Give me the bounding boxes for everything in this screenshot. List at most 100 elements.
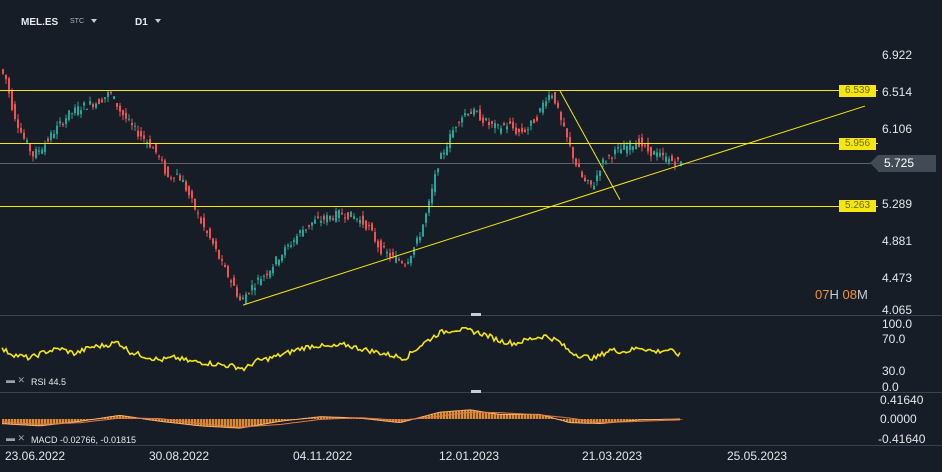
macd-histogram-bar (506, 414, 509, 419)
candle-body (314, 219, 316, 224)
candle-body (461, 117, 463, 123)
candle-body (596, 175, 598, 182)
macd-histogram-bar (635, 419, 638, 421)
candle-body (473, 109, 475, 115)
candle-body (218, 249, 220, 259)
macd-histogram-bar (548, 416, 551, 419)
candle-body (29, 143, 31, 152)
candle-body (377, 240, 379, 248)
macd-histogram-bar (248, 419, 251, 427)
macd-histogram-bar (533, 414, 536, 419)
candle-body (356, 218, 358, 220)
exchange-label: STC (70, 18, 84, 25)
candle-body (326, 215, 328, 223)
candle-body (554, 92, 556, 104)
symbol-dropdown-icon[interactable] (91, 19, 97, 23)
rsi-axis-label: 100.0 (882, 317, 912, 331)
macd-histogram-bar (317, 417, 320, 419)
candle-body (83, 102, 85, 106)
candle-body (317, 216, 319, 218)
macd-histogram-bar (596, 419, 599, 424)
macd-histogram-bar (65, 419, 68, 423)
panel-resize-handle-2[interactable] (471, 390, 481, 393)
panel-resize-handle[interactable] (471, 313, 481, 316)
macd-histogram-bar (203, 419, 206, 427)
candle-body (116, 103, 118, 107)
macd-histogram-bar (482, 411, 485, 419)
candle-body (86, 108, 88, 110)
macd-histogram-bar (110, 416, 113, 419)
candle-body (185, 181, 187, 191)
macd-histogram-bar (173, 419, 176, 423)
candle-body (206, 230, 208, 233)
macd-histogram-bar (221, 419, 224, 428)
macd-histogram-bar (320, 416, 323, 419)
macd-histogram-bar (200, 419, 203, 426)
macd-histogram-bar (464, 410, 467, 419)
time-axis-label: 23.06.2022 (5, 449, 65, 463)
trendline-drawings[interactable] (242, 90, 866, 306)
candle-body (515, 127, 517, 134)
candle-body (140, 131, 142, 137)
macd-histogram-bar (560, 419, 563, 420)
candle-body (425, 213, 427, 223)
macd-histogram-bar (155, 419, 158, 421)
macd-histogram-bar (473, 410, 476, 419)
macd-histogram-bar (581, 419, 584, 423)
level-tag-5263[interactable]: 5.263 (839, 200, 876, 212)
rsi-settings-icon[interactable]: ▬ ✕ (6, 375, 26, 385)
level-tag-5956[interactable]: 5.956 (839, 138, 876, 150)
candle-body (638, 138, 640, 147)
candle-body (653, 151, 655, 155)
level-tag-6539[interactable]: 6.539 (839, 85, 876, 97)
timeframe-dropdown-icon[interactable] (155, 19, 161, 23)
macd-histogram-bar (233, 419, 236, 428)
timeframe-selector[interactable]: D1 (135, 17, 148, 28)
macd-histogram-bar (56, 419, 59, 425)
macd-histogram-bar (113, 416, 116, 419)
candle-body (359, 220, 361, 224)
macd-histogram-bar (245, 419, 248, 428)
horizontal-levels[interactable] (0, 90, 878, 207)
candle-body (572, 147, 574, 159)
candle-body (302, 229, 304, 237)
candle-body (197, 212, 199, 214)
macd-histogram-bar (629, 419, 632, 421)
candle-body (239, 296, 241, 300)
candle-body (347, 212, 349, 220)
macd-histogram-bar (575, 419, 578, 423)
macd-histogram-bar (584, 419, 587, 424)
macd-label: MACD -0.02766, -0.01815 (31, 435, 137, 445)
macd-histogram-bar (68, 419, 71, 423)
candle-body (521, 127, 523, 132)
macd-histogram-bar (227, 419, 230, 428)
candle-body (431, 188, 433, 204)
candle-body (338, 210, 340, 219)
macd-indicator (1, 409, 683, 429)
candle-body (599, 170, 601, 176)
candle-body (569, 137, 571, 146)
macd-settings-icon[interactable]: ▬ ✕ (6, 433, 26, 443)
macd-histogram-bar (269, 419, 272, 424)
candle-body (227, 266, 229, 278)
candle-body (395, 256, 397, 263)
candle-body (545, 101, 547, 107)
macd-line (1, 409, 681, 429)
candle-body (92, 104, 94, 108)
macd-histogram-bar (509, 414, 512, 419)
macd-histogram-bar (206, 419, 209, 427)
price-axis-label: 6.922 (882, 48, 912, 62)
macd-histogram-bar (77, 419, 80, 422)
candle-body (479, 109, 481, 121)
macd-histogram-bar (239, 419, 242, 429)
candle-body (113, 96, 115, 99)
candle-body (215, 240, 217, 249)
candle-body (566, 128, 568, 138)
symbol-selector[interactable]: MEL.ES (21, 17, 59, 28)
candle-body (590, 180, 592, 185)
candle-body (20, 127, 22, 133)
macd-histogram-bar (17, 419, 20, 425)
candle-body (134, 125, 136, 127)
macd-histogram-bar (224, 419, 227, 428)
